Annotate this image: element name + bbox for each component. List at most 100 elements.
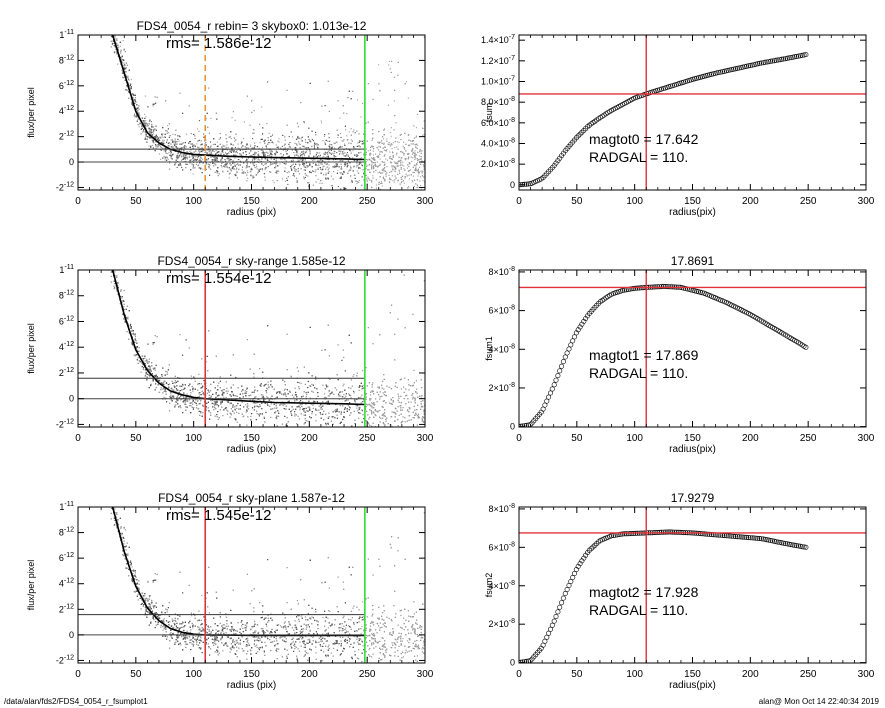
- data-point: [276, 146, 278, 148]
- data-point: [282, 134, 284, 136]
- data-point: [302, 150, 304, 152]
- data-point: [337, 134, 339, 136]
- data-point: [324, 134, 326, 136]
- data-point: [369, 164, 371, 166]
- data-point: [138, 126, 140, 128]
- data-point: [356, 164, 358, 166]
- data-point: [356, 155, 358, 157]
- data-point: [137, 118, 139, 120]
- data-point: [164, 136, 166, 138]
- data-point: [409, 140, 411, 142]
- data-point: [390, 162, 392, 164]
- data-point: [156, 136, 158, 138]
- data-point: [196, 155, 198, 157]
- data-point: [350, 191, 351, 192]
- data-point: [365, 167, 367, 169]
- data-point: [216, 157, 218, 159]
- data-point: [155, 129, 157, 131]
- data-point: [394, 179, 396, 181]
- data-point: [389, 151, 391, 153]
- data-point: [313, 146, 315, 148]
- data-point: [323, 135, 325, 137]
- data-point: [186, 156, 188, 158]
- data-point: [391, 175, 393, 177]
- data-point: [367, 121, 369, 123]
- data-point: [297, 152, 299, 154]
- data-point: [371, 162, 373, 164]
- data-point: [379, 176, 381, 178]
- data-point: [334, 147, 336, 149]
- data-point: [114, 36, 116, 38]
- data-point: [329, 143, 331, 145]
- data-point: [190, 143, 192, 145]
- data-point: [171, 158, 173, 160]
- data-point: [146, 141, 148, 143]
- data-point: [306, 165, 308, 167]
- data-point: [136, 120, 138, 122]
- data-point: [286, 89, 288, 91]
- data-point: [240, 154, 242, 156]
- data-point: [177, 147, 179, 149]
- data-point: [379, 90, 381, 92]
- data-point: [190, 141, 192, 143]
- data-point: [114, 46, 116, 48]
- data-point: [262, 151, 264, 153]
- data-point: [121, 72, 123, 74]
- data-point: [334, 165, 336, 167]
- data-point: [174, 140, 176, 142]
- data-point: [183, 150, 185, 152]
- data-point: [328, 164, 330, 166]
- data-point: [282, 149, 284, 151]
- data-point: [191, 159, 193, 161]
- data-point: [137, 107, 139, 109]
- data-point: [303, 176, 305, 178]
- data-point: [206, 159, 208, 161]
- data-point: [213, 150, 215, 152]
- data-point: [321, 169, 323, 171]
- data-point: [250, 144, 252, 146]
- data-point: [315, 154, 317, 156]
- data-point: [411, 160, 413, 162]
- data-point: [125, 67, 127, 69]
- data-point: [216, 152, 218, 154]
- data-point: [144, 124, 146, 126]
- data-point: [275, 164, 277, 166]
- data-point: [234, 119, 236, 121]
- data-point: [270, 171, 272, 173]
- data-point: [284, 139, 286, 141]
- data-point: [158, 143, 160, 145]
- data-point: [151, 137, 153, 139]
- data-point: [275, 166, 277, 168]
- data-point: [145, 125, 147, 127]
- data-point: [378, 145, 380, 147]
- data-point: [423, 120, 425, 122]
- data-point: [397, 74, 399, 76]
- data-point: [366, 183, 368, 185]
- data-point: [235, 133, 237, 135]
- data-point: [246, 143, 248, 145]
- data-point: [194, 145, 196, 147]
- data-point: [388, 143, 390, 145]
- data-point: [146, 138, 148, 140]
- data-point: [371, 165, 373, 167]
- data-point: [226, 157, 228, 159]
- data-point: [360, 151, 362, 153]
- data-point: [254, 145, 256, 147]
- data-point: [391, 60, 393, 62]
- data-point: [296, 150, 298, 152]
- data-point: [346, 166, 348, 168]
- data-point: [155, 147, 157, 149]
- data-point: [168, 136, 170, 138]
- data-point: [414, 179, 416, 181]
- data-point: [404, 177, 406, 179]
- data-point: [293, 167, 295, 169]
- data-point: [148, 123, 150, 125]
- data-point: [267, 159, 269, 161]
- data-point: [285, 151, 287, 153]
- data-point: [413, 125, 415, 127]
- data-point: [397, 61, 399, 63]
- data-point: [192, 165, 194, 167]
- data-point: [184, 153, 186, 155]
- data-point: [419, 176, 421, 178]
- data-point: [260, 138, 262, 140]
